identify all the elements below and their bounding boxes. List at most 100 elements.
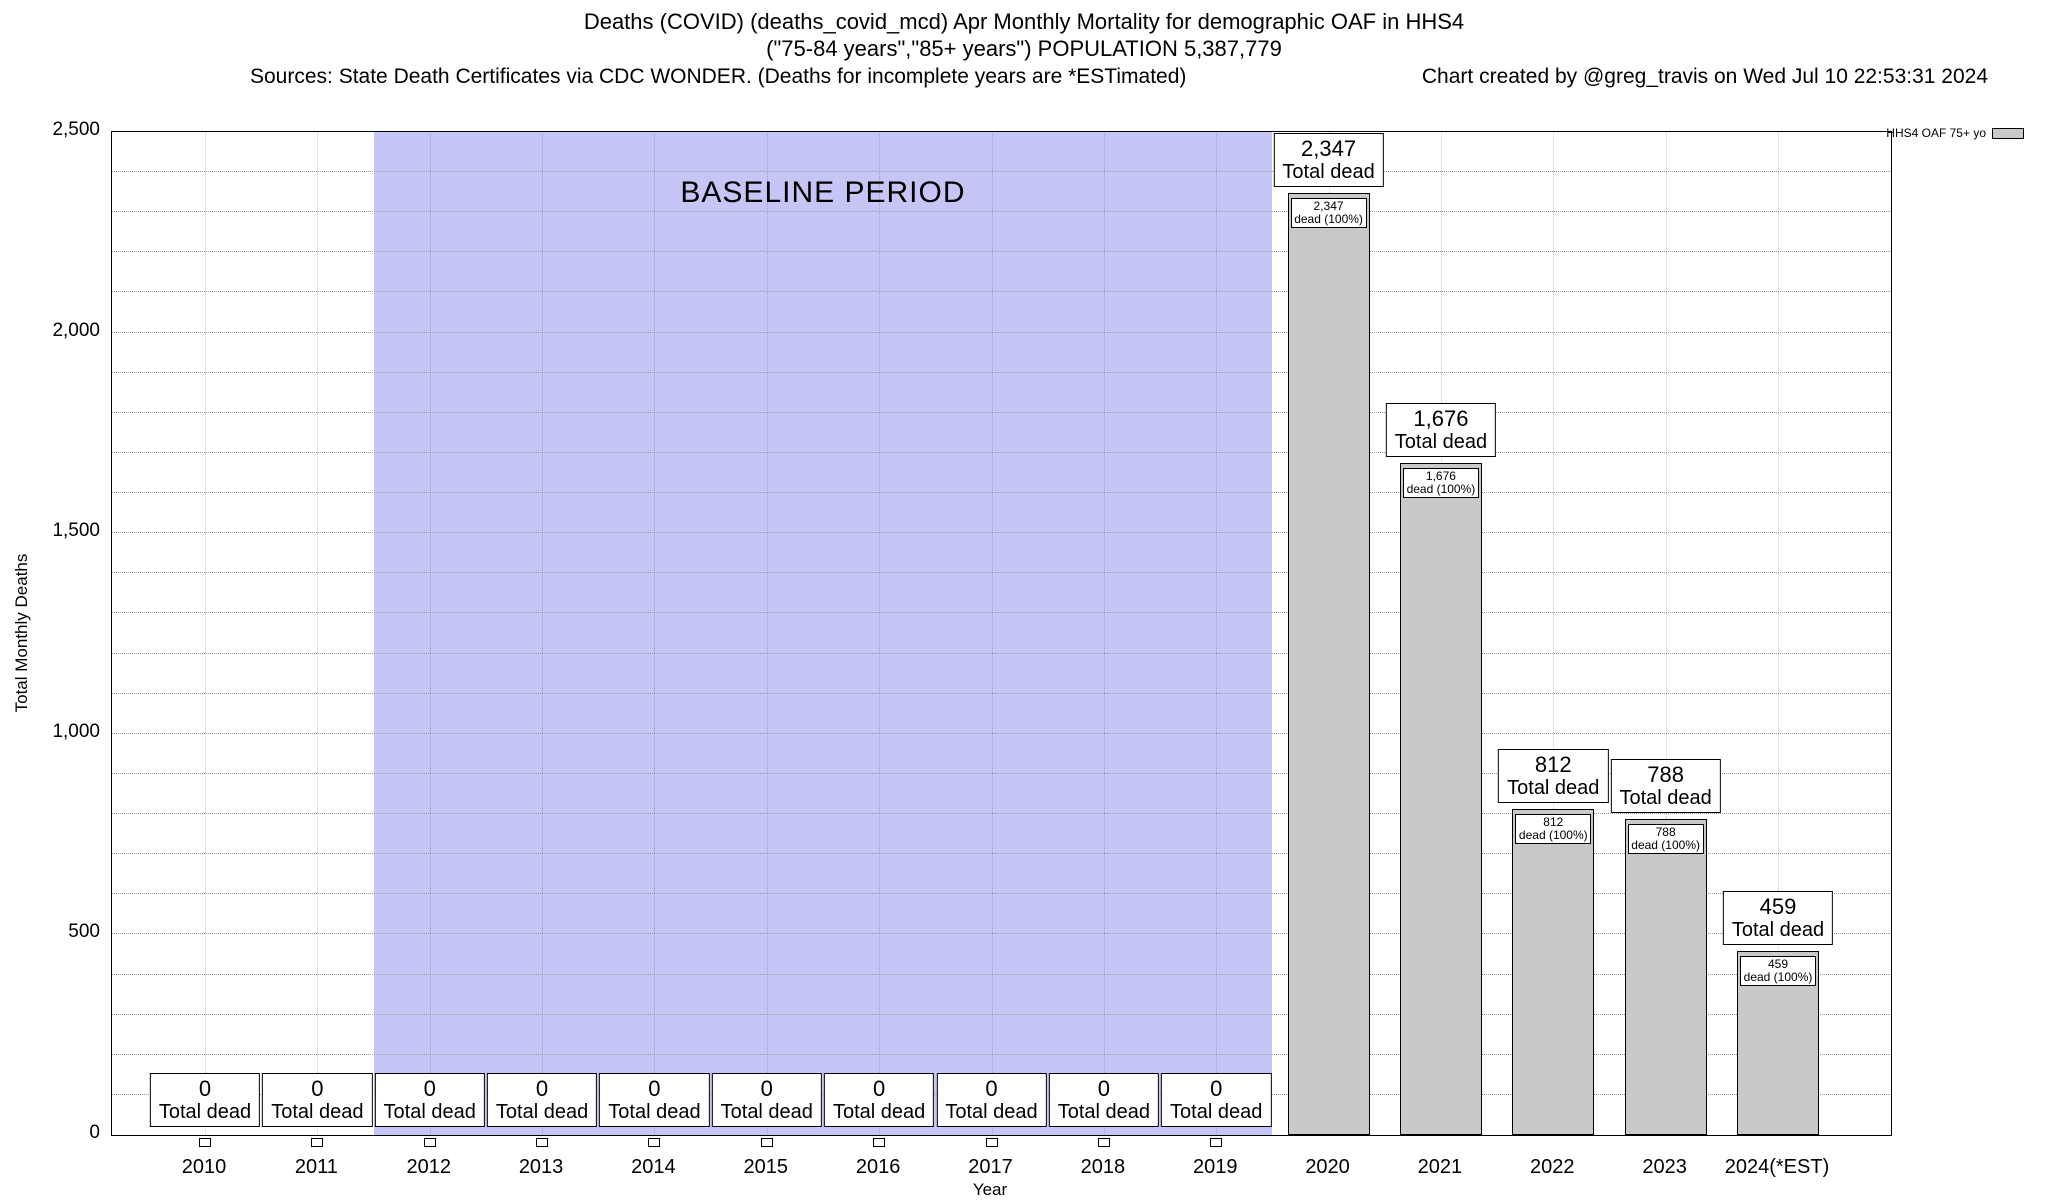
bar-total-label-2022: 812 Total dead <box>1498 749 1609 804</box>
legend-swatch <box>1992 127 2024 139</box>
bar-total-value: 0 <box>311 1076 324 1101</box>
bar-total-value: 2,347 <box>1301 136 1357 162</box>
bar-total-suffix: Total dead <box>1731 918 1825 941</box>
x-tick-label-2014: 2014 <box>631 1156 676 1178</box>
x-tick-label-2024(*EST): 2024(*EST) <box>1724 1156 1830 1178</box>
horizontal-gridline <box>112 371 1891 373</box>
y-tick-label-2000: 2,000 <box>52 319 100 341</box>
horizontal-gridline <box>112 652 1891 654</box>
chart-title-line2: ("75-84 years","85+ years") POPULATION 5… <box>766 36 1282 61</box>
zero-total-label-2018: 0 Total dead <box>1048 1073 1159 1127</box>
bar-total-value: 0 <box>985 1076 998 1101</box>
chart-subheader: Sources: State Death Certificates via CD… <box>0 64 2048 90</box>
x-tick-label-2017: 2017 <box>968 1156 1013 1178</box>
vertical-gridline <box>429 132 431 1135</box>
vertical-gridline <box>542 132 544 1135</box>
bar-total-value: 812 <box>1534 752 1572 778</box>
bar-total-suffix: Total dead <box>1507 777 1600 800</box>
bar-2022 <box>1512 809 1595 1135</box>
bar-2023 <box>1624 818 1707 1135</box>
x-tick-label-2016: 2016 <box>855 1156 901 1178</box>
horizontal-gridline <box>112 893 1891 895</box>
horizontal-gridline <box>112 532 1891 534</box>
zero-bar-marker-2016 <box>873 1138 886 1147</box>
x-tick-label-2012: 2012 <box>406 1156 451 1178</box>
legend-label: HHS4 OAF 75+ yo <box>1886 126 1986 140</box>
x-tick-label-2022: 2022 <box>1530 1156 1575 1178</box>
bar-inner-label-2024(*EST): 459 dead (100%) <box>1740 955 1816 986</box>
bar-inner-value: 459 <box>1767 956 1789 971</box>
horizontal-gridline <box>112 451 1891 453</box>
bar-total-value: 0 <box>1097 1076 1110 1101</box>
bar-total-suffix: Total dead <box>495 1101 589 1123</box>
bar-inner-value: 1,676 <box>1425 468 1456 483</box>
bar-inner-suffix: dead (100%) <box>1743 969 1813 984</box>
vertical-gridline <box>654 132 656 1135</box>
horizontal-gridline <box>112 211 1891 213</box>
baseline-period-region <box>373 132 1273 1135</box>
horizontal-gridline <box>112 732 1891 734</box>
bar-inner-label-2022: 812 dead (100%) <box>1515 814 1592 845</box>
vertical-gridline <box>1103 132 1105 1135</box>
x-tick-label-2018: 2018 <box>1080 1156 1126 1178</box>
horizontal-gridline <box>112 772 1891 774</box>
bar-total-value: 0 <box>648 1076 661 1101</box>
zero-total-label-2015: 0 Total dead <box>711 1073 822 1127</box>
bar-inner-suffix: dead (100%) <box>1631 837 1700 852</box>
bar-total-suffix: Total dead <box>1619 786 1712 809</box>
baseline-period-label: BASELINE PERIOD <box>680 176 966 209</box>
zero-total-label-2014: 0 Total dead <box>599 1073 710 1127</box>
x-axis-title: Year <box>972 1180 1008 1199</box>
bar-total-value: 0 <box>1210 1076 1223 1101</box>
bar-inner-suffix: dead (100%) <box>1294 212 1363 227</box>
vertical-gridline <box>991 132 993 1135</box>
y-tick-label-1500: 1,500 <box>52 520 100 542</box>
bar-total-value: 459 <box>1759 893 1797 919</box>
zero-bar-marker-2014 <box>648 1138 661 1147</box>
bar-total-suffix: Total dead <box>1394 430 1488 453</box>
vertical-gridline <box>879 132 881 1135</box>
x-tick-label-2015: 2015 <box>743 1156 789 1178</box>
horizontal-gridline <box>112 291 1891 293</box>
x-tick-label-2011: 2011 <box>294 1156 338 1178</box>
chart-header: Deaths (COVID) (deaths_covid_mcd) Apr Mo… <box>0 8 2048 90</box>
x-tick-label-2020: 2020 <box>1305 1156 1350 1178</box>
bar-total-label-2023: 788 Total dead <box>1610 758 1721 813</box>
zero-bar-marker-2019 <box>1210 1138 1223 1147</box>
bar-2021 <box>1399 462 1482 1135</box>
y-tick-label-1000: 1,000 <box>52 720 100 742</box>
zero-bar-marker-2012 <box>423 1138 436 1147</box>
horizontal-gridline <box>112 692 1891 694</box>
bar-2020 <box>1287 193 1370 1135</box>
vertical-gridline <box>1778 132 1779 1135</box>
zero-bar-marker-2010 <box>199 1138 211 1147</box>
bar-total-suffix: Total dead <box>1282 161 1375 184</box>
bar-total-suffix: Total dead <box>720 1101 813 1123</box>
y-tick-label-500: 500 <box>68 921 100 943</box>
bar-total-label-2020: 2,347 Total dead <box>1273 133 1384 188</box>
horizontal-gridline <box>112 331 1891 333</box>
bar-total-value: 0 <box>873 1076 886 1101</box>
zero-bar-marker-2011 <box>311 1138 324 1147</box>
horizontal-gridline <box>112 1053 1891 1055</box>
zero-bar-marker-2017 <box>985 1138 998 1147</box>
zero-total-label-2012: 0 Total dead <box>374 1073 485 1127</box>
bar-total-suffix: Total dead <box>1057 1101 1150 1123</box>
horizontal-gridline <box>112 572 1891 574</box>
horizontal-gridline <box>112 853 1891 855</box>
bar-total-label-2021: 1,676 Total dead <box>1385 402 1497 457</box>
bar-total-suffix: Total dead <box>271 1101 364 1123</box>
zero-total-label-2019: 0 Total dead <box>1161 1073 1272 1127</box>
bar-total-value: 0 <box>535 1076 549 1101</box>
bar-inner-label-2023: 788 dead (100%) <box>1627 823 1704 854</box>
zero-bar-marker-2013 <box>536 1138 549 1147</box>
zero-total-label-2013: 0 Total dead <box>486 1073 598 1127</box>
bar-inner-value: 812 <box>1543 815 1564 830</box>
horizontal-gridline <box>112 813 1891 815</box>
x-tick-label-2019: 2019 <box>1192 1156 1238 1178</box>
vertical-gridline <box>205 132 206 1135</box>
bar-total-suffix: Total dead <box>608 1101 701 1123</box>
y-tick-label-0: 0 <box>89 1122 100 1143</box>
vertical-gridline <box>1216 132 1218 1135</box>
